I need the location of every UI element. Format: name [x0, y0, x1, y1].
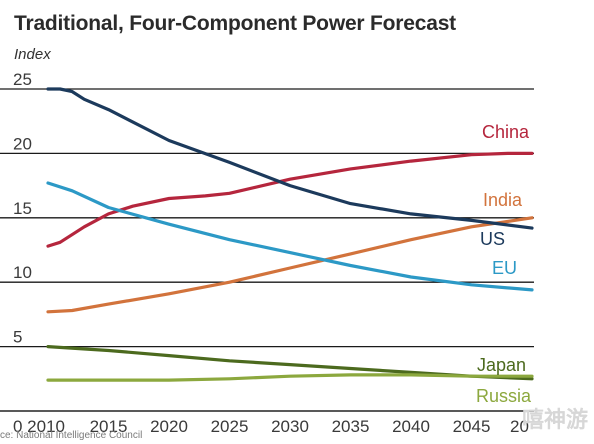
- x-tick-label-2010: 0 2010: [13, 417, 65, 436]
- y-tick-label-15: 15: [13, 199, 32, 218]
- y-tick-label-20: 20: [13, 134, 32, 153]
- x-tick-labels: 0 2010 2015 2020 2025 2030 2035 2040 2045 20: [13, 417, 529, 436]
- y-tick-label-5: 5: [13, 328, 22, 347]
- source-credit: ce: National Intelligence Council: [0, 430, 143, 441]
- series-label-china: China: [482, 122, 530, 142]
- y-tick-label-25: 25: [13, 70, 32, 89]
- series-label-japan: Japan: [477, 355, 526, 375]
- x-tick-label-2025: 2025: [211, 417, 249, 436]
- y-tick-label-10: 10: [13, 263, 32, 282]
- series-line-russia: [46, 373, 534, 382]
- x-tick-label-2030: 2030: [271, 417, 309, 436]
- x-tick-label-2045: 2045: [453, 417, 491, 436]
- series-line-china: [46, 151, 534, 248]
- x-tick-label-2035: 2035: [332, 417, 370, 436]
- x-tick-label-2015: 2015: [90, 417, 128, 436]
- chart-title: Traditional, Four-Component Power Foreca…: [14, 12, 456, 35]
- x-tick-label-2020: 2020: [150, 417, 188, 436]
- series-lines: [46, 87, 534, 382]
- series-label-eu: EU: [492, 258, 517, 278]
- y-tick-labels: 5 10 15 20 25: [13, 70, 32, 347]
- series-label-us: US: [480, 229, 505, 249]
- series-line-us: [46, 87, 534, 230]
- series-line-india: [46, 216, 534, 314]
- series-labels: China India US EU Japan Russia: [476, 122, 532, 406]
- x-tick-label-2040: 2040: [392, 417, 430, 436]
- watermark: 嘻神游: [521, 408, 588, 433]
- y-axis-label: Index: [14, 46, 51, 63]
- series-label-india: India: [483, 190, 523, 210]
- series-line-japan: [46, 345, 534, 381]
- x-tick-label-2050: 20: [510, 417, 529, 436]
- series-label-russia: Russia: [476, 386, 532, 406]
- series-line-eu: [46, 181, 534, 292]
